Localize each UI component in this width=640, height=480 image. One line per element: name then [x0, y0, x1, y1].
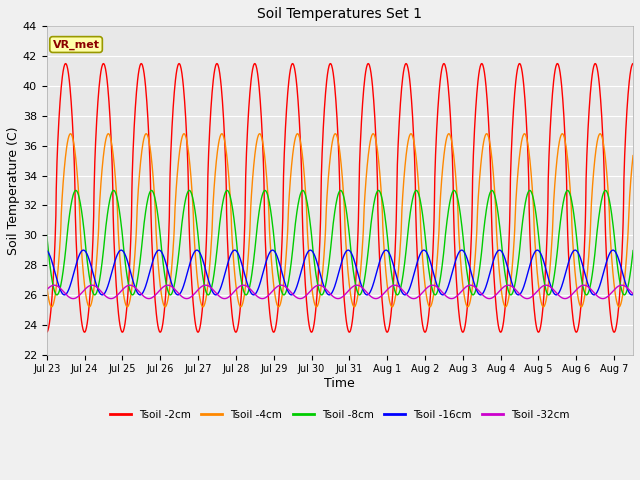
- Tsoil -4cm: [479, 146, 486, 152]
- Tsoil -32cm: [564, 295, 572, 300]
- Line: Tsoil -4cm: Tsoil -4cm: [47, 134, 633, 307]
- Tsoil -32cm: [479, 292, 486, 298]
- Tsoil -32cm: [325, 289, 333, 295]
- Tsoil -4cm: [622, 258, 630, 264]
- Line: Tsoil -2cm: Tsoil -2cm: [47, 63, 633, 332]
- Tsoil -4cm: [564, 165, 572, 171]
- Tsoil -16cm: [622, 283, 630, 288]
- Line: Tsoil -32cm: Tsoil -32cm: [47, 285, 633, 299]
- Tsoil -4cm: [134, 186, 142, 192]
- Tsoil -4cm: [43, 282, 51, 288]
- Tsoil -32cm: [622, 284, 630, 290]
- Tsoil -4cm: [629, 153, 637, 158]
- Line: Tsoil -8cm: Tsoil -8cm: [47, 191, 633, 295]
- Tsoil -32cm: [599, 296, 607, 301]
- Tsoil -2cm: [134, 71, 142, 77]
- Tsoil -32cm: [629, 291, 637, 297]
- Tsoil -8cm: [479, 235, 487, 240]
- Tsoil -8cm: [629, 248, 637, 253]
- Tsoil -8cm: [314, 283, 322, 288]
- Tsoil -2cm: [564, 242, 572, 248]
- Tsoil -4cm: [596, 131, 604, 137]
- Tsoil -8cm: [72, 188, 79, 193]
- Tsoil -8cm: [135, 268, 143, 274]
- Legend: Tsoil -2cm, Tsoil -4cm, Tsoil -8cm, Tsoil -16cm, Tsoil -32cm: Tsoil -2cm, Tsoil -4cm, Tsoil -8cm, Tsoi…: [106, 406, 574, 424]
- Tsoil -2cm: [314, 284, 321, 290]
- Tsoil -8cm: [325, 260, 333, 266]
- Tsoil -32cm: [277, 282, 285, 288]
- Tsoil -4cm: [314, 302, 322, 308]
- Tsoil -8cm: [565, 189, 573, 194]
- Tsoil -2cm: [43, 329, 51, 335]
- Tsoil -16cm: [135, 291, 143, 297]
- Tsoil -2cm: [621, 135, 629, 141]
- Text: VR_met: VR_met: [52, 39, 100, 49]
- Tsoil -32cm: [43, 287, 51, 293]
- Tsoil -16cm: [590, 292, 598, 298]
- Tsoil -16cm: [79, 247, 87, 253]
- Line: Tsoil -16cm: Tsoil -16cm: [47, 250, 633, 295]
- Y-axis label: Soil Temperature (C): Soil Temperature (C): [7, 126, 20, 255]
- Tsoil -4cm: [325, 167, 333, 173]
- X-axis label: Time: Time: [324, 377, 355, 390]
- Tsoil -32cm: [314, 282, 322, 288]
- Title: Soil Temperatures Set 1: Soil Temperatures Set 1: [257, 7, 422, 21]
- Tsoil -2cm: [324, 65, 332, 71]
- Tsoil -16cm: [314, 263, 322, 268]
- Tsoil -32cm: [134, 288, 142, 294]
- Tsoil -8cm: [622, 290, 630, 296]
- Tsoil -4cm: [199, 304, 207, 310]
- Tsoil -16cm: [564, 260, 572, 265]
- Tsoil -2cm: [629, 60, 637, 66]
- Tsoil -8cm: [43, 232, 51, 238]
- Tsoil -16cm: [629, 292, 637, 298]
- Tsoil -8cm: [356, 292, 364, 298]
- Tsoil -16cm: [43, 248, 51, 253]
- Tsoil -16cm: [325, 292, 333, 298]
- Tsoil -16cm: [479, 291, 486, 297]
- Tsoil -2cm: [478, 61, 486, 67]
